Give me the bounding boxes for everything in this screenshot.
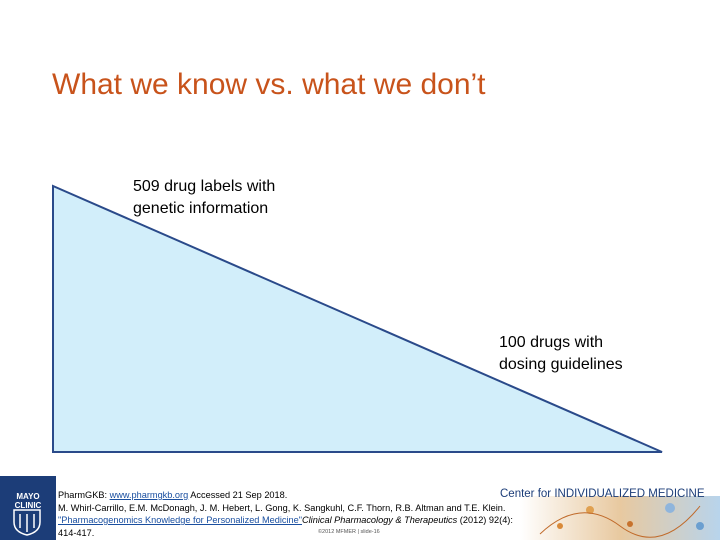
logo-wordmark: MAYO CLINIC [12,492,44,510]
reference-citation: PharmGKB: www.pharmgkb.org Accessed 21 S… [58,489,528,539]
dosing-guidelines-label: 100 drugs with dosing guidelines [499,332,699,376]
center-name: Center for INDIVIDUALIZED MEDICINE [500,488,705,500]
logo-line2: CLINIC [14,501,42,510]
slide-title: What we know vs. what we don’t [52,68,486,101]
article-link[interactable]: "Pharmacogenomics Knowledge for Personal… [58,515,302,525]
drug-labels-line2: genetic information [133,200,269,217]
dosing-guidelines-line2: dosing guidelines [499,356,623,373]
ref-source: PharmGKB: [58,490,110,500]
logo-line1: MAYO [16,492,40,501]
dna-decoration-icon [520,496,720,540]
ref-volume: (2012) 92(4): 414-417. [58,515,513,538]
drug-labels-line1: 509 drug labels with [133,178,276,195]
knowledge-triangle [52,184,663,453]
dosing-guidelines-line1: 100 drugs with [499,334,604,351]
ref-authors: M. Whirl-Carrillo, E.M. McDonagh, J. M. … [58,502,506,513]
ref-accessed: Accessed 21 Sep 2018. [188,490,288,500]
pharmgkb-link[interactable]: www.pharmgkb.org [109,490,189,500]
drug-labels-label: 509 drug labels with genetic information [133,176,333,220]
triangle-diagram [52,184,663,453]
ref-journal: Clinical Pharmacology & Therapeutics [302,515,458,525]
mayo-clinic-logo-icon [13,509,41,536]
copyright-text: ©2012 MFMER | slide-16 [318,529,380,535]
